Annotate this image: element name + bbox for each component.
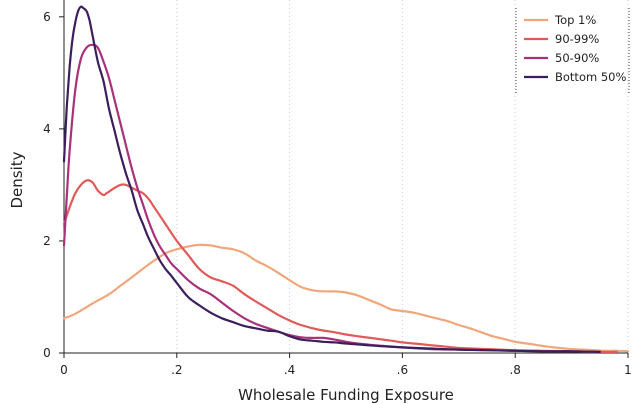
x-tick-label: 1: [624, 363, 632, 377]
y-tick-label: 6: [43, 10, 51, 24]
x-tick-label: .4: [284, 363, 295, 377]
x-axis-title: Wholesale Funding Exposure: [238, 386, 454, 404]
x-tick-label: .2: [171, 363, 182, 377]
grid-lines: [176, 0, 629, 353]
legend: Top 1% 90-99% 50-90% Bottom 50%: [515, 8, 630, 94]
series-lines: [62, 5, 630, 354]
x-tick-label: .6: [397, 363, 408, 377]
x-tick-label: 0: [60, 363, 68, 377]
x-tick-label: .8: [509, 363, 520, 377]
legend-label: 50-90%: [555, 51, 599, 65]
legend-label: Top 1%: [554, 13, 596, 27]
y-tick-label: 4: [43, 122, 51, 136]
legend-label: 90-99%: [555, 32, 599, 46]
x-axis-ticks: 0 .2 .4 .6 .8 1: [60, 353, 632, 377]
legend-label: Bottom 50%: [555, 70, 626, 84]
series-line: [62, 5, 601, 353]
y-tick-label: 2: [43, 234, 51, 248]
y-axis-title: Density: [8, 151, 26, 208]
series-line: [62, 243, 630, 353]
series-line: [62, 179, 618, 354]
y-tick-label: 0: [43, 346, 51, 360]
